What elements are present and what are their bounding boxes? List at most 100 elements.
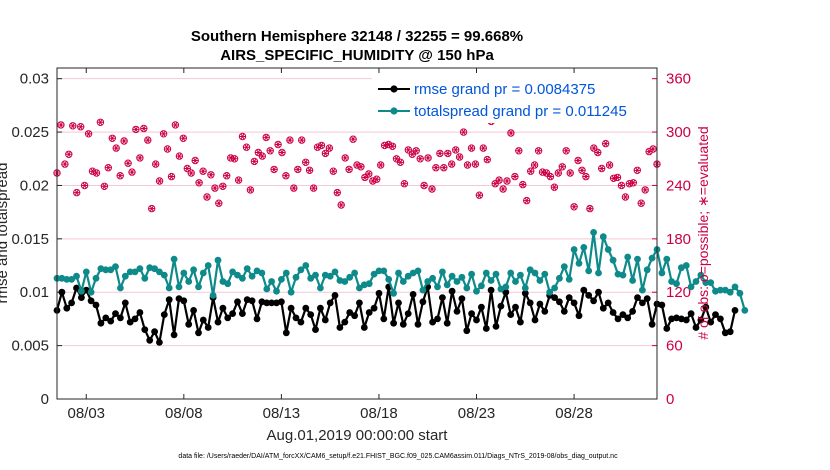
series-0-point-111 <box>595 288 602 296</box>
obs-possible-marker-95 <box>428 185 436 193</box>
obs-possible-marker-7 <box>80 181 89 190</box>
obs-point-27 <box>159 130 168 138</box>
obs-possible-marker-109 <box>483 155 491 164</box>
obs-point-56 <box>274 140 282 149</box>
obs-point-1 <box>57 121 65 129</box>
series-1-point-122 <box>648 254 656 262</box>
obs-evaluated-marker-46 <box>235 177 242 183</box>
series-line-1 <box>57 231 746 311</box>
series-1-point-136 <box>717 286 724 294</box>
obs-point-105 <box>467 144 476 152</box>
obs-point-119 <box>523 196 531 205</box>
series-1-point-21 <box>156 268 163 276</box>
obs-point-102 <box>455 153 464 161</box>
series-0-point-124 <box>658 301 666 309</box>
obs-evaluated-marker-92 <box>417 155 424 162</box>
obs-evaluated-marker-128 <box>559 163 566 170</box>
series-1-point-93 <box>507 269 515 277</box>
series-1-point-49 <box>292 273 300 281</box>
obs-evaluated-marker-7 <box>81 182 88 189</box>
series-0-point-14 <box>121 299 129 307</box>
obs-evaluated-marker-81 <box>373 176 380 183</box>
tick-label-right-5: 300 <box>666 124 691 141</box>
series-1-point-103 <box>556 274 563 282</box>
series-1-point-70 <box>395 269 402 277</box>
obs-point-109 <box>483 155 491 164</box>
series-1-point-68 <box>385 276 393 283</box>
obs-point-52 <box>258 152 266 160</box>
series-1-point-82 <box>453 278 461 285</box>
obs-evaluated-marker-8 <box>85 130 92 137</box>
obs-possible-marker-23 <box>144 136 152 144</box>
series-1-point-36 <box>229 268 237 276</box>
obs-possible-marker-88 <box>400 180 409 188</box>
obs-point-45 <box>230 155 239 163</box>
series-1-point-72 <box>404 272 412 280</box>
y-axis-left-label: rmse and totalspread <box>0 163 11 304</box>
series-0-point-60 <box>346 309 354 316</box>
obs-evaluated-marker-20 <box>132 126 139 133</box>
obs-evaluated-marker-61 <box>294 166 301 173</box>
obs-point-90 <box>408 150 416 159</box>
obs-evaluated-marker-139 <box>602 140 609 147</box>
series-0-point-87 <box>478 303 485 311</box>
obs-evaluated-marker-98 <box>440 164 447 171</box>
series-1-point-129 <box>682 262 690 269</box>
series-0-point-92 <box>502 288 510 296</box>
series-0-point-23 <box>165 296 173 304</box>
series-1-point-54 <box>317 284 324 292</box>
series-0-point-40 <box>248 297 256 305</box>
obs-evaluated-marker-102 <box>456 154 463 160</box>
obs-point-74 <box>345 165 353 174</box>
obs-evaluated-marker-89 <box>405 147 412 153</box>
obs-evaluated-marker-93 <box>421 182 428 189</box>
series-0-point-86 <box>473 316 480 324</box>
obs-evaluated-marker-144 <box>622 194 629 200</box>
series-0-point-102 <box>551 294 558 301</box>
series-0-point-88 <box>482 325 490 332</box>
obs-point-97 <box>436 149 444 158</box>
obs-possible-marker-118 <box>519 180 527 189</box>
obs-point-65 <box>309 184 318 192</box>
obs-point-6 <box>77 123 85 131</box>
obs-possible-marker-39 <box>207 171 215 179</box>
tick-label-right-6: 360 <box>666 71 691 88</box>
series-0-point-12 <box>112 310 119 317</box>
series-1-point-79 <box>439 268 446 276</box>
obs-possible-marker-35 <box>191 156 199 165</box>
obs-evaluated-marker-62 <box>298 137 305 143</box>
obs-possible-marker-140 <box>605 161 614 169</box>
tick-label-left-2: 0.01 <box>20 284 49 301</box>
series-1-point-99 <box>536 277 544 284</box>
obs-possible-marker-121 <box>530 161 539 169</box>
series-1-point-5 <box>78 287 85 295</box>
series-0-point-95 <box>517 318 524 326</box>
series-1-point-83 <box>458 273 466 281</box>
obs-evaluated-marker-146 <box>630 179 637 186</box>
series-0-point-56 <box>326 299 334 307</box>
obs-point-115 <box>507 129 515 137</box>
tick-label-left-6: 0.03 <box>20 71 49 88</box>
obs-point-19 <box>128 168 136 176</box>
obs-point-113 <box>499 185 507 193</box>
obs-point-54 <box>266 147 274 155</box>
obs-point-140 <box>605 161 614 169</box>
obs-possible-marker-11 <box>96 118 105 127</box>
obs-possible-marker-89 <box>404 146 412 154</box>
obs-evaluated-marker-2 <box>61 161 68 167</box>
series-0-point-4 <box>73 284 80 292</box>
obs-possible-marker-20 <box>132 125 140 134</box>
series-1-point-75 <box>419 286 427 294</box>
chart-title-line1: Southern Hemisphere 32148 / 32255 = 99.6… <box>191 28 523 45</box>
series-0-point-11 <box>107 317 115 325</box>
obs-point-117 <box>515 147 523 155</box>
series-0-point-20 <box>151 328 159 336</box>
series-0-point-24 <box>170 331 178 339</box>
obs-point-91 <box>412 147 420 155</box>
series-1-point-17 <box>136 265 144 273</box>
series-1-point-101 <box>546 288 554 296</box>
series-1-point-69 <box>390 289 397 297</box>
series-0-point-110 <box>590 297 597 305</box>
obs-point-5 <box>73 188 81 197</box>
series-0-point-10 <box>102 314 110 322</box>
